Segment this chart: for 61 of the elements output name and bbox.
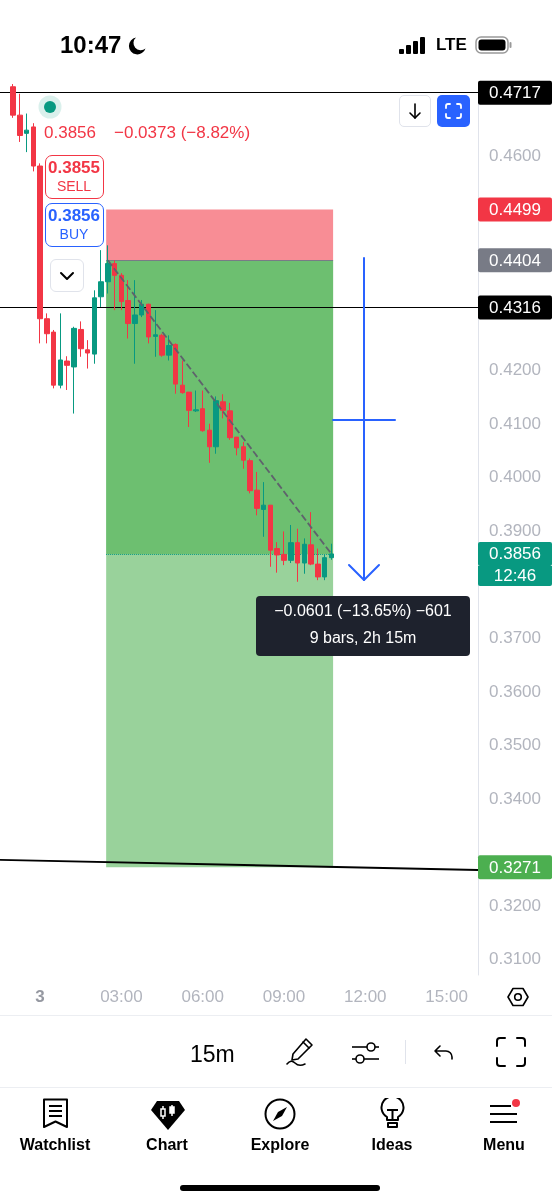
annotation: 0.3855 xyxy=(48,158,100,178)
tooltip-box: −0.0601 (−13.65%) −601 9 bars, 2h 15m xyxy=(256,596,470,656)
candlestick xyxy=(295,528,300,583)
y-tick-label: 0.4404 xyxy=(489,250,541,270)
annotation: BUY xyxy=(59,225,89,244)
candlestick xyxy=(64,355,70,391)
candlestick xyxy=(166,334,172,362)
candlestick xyxy=(200,390,205,433)
y-tick-label: 0.3700 xyxy=(489,627,541,647)
candlestick xyxy=(78,320,84,358)
y-tick-label: 0.4600 xyxy=(489,145,541,165)
y-tick-label: 0.3200 xyxy=(489,895,541,915)
text: Menu xyxy=(483,1135,525,1155)
annotation: SELL xyxy=(56,177,92,196)
text: 15m xyxy=(190,1041,235,1067)
text: Watchlist xyxy=(19,1135,91,1155)
y-tick-label: 0.3400 xyxy=(489,788,541,808)
candlestick xyxy=(71,326,77,415)
candlestick xyxy=(261,481,266,538)
y-tick-label: 0.3600 xyxy=(489,681,541,701)
y-tick-label: 0.4316 xyxy=(489,297,541,317)
y-tick-label: 0.4499 xyxy=(489,199,541,219)
y-tick-label: 0.4100 xyxy=(489,413,541,433)
candlestick xyxy=(92,289,97,365)
annotation: 9 bars, 2h 15m xyxy=(309,628,417,648)
candlestick xyxy=(193,390,199,413)
candlestick xyxy=(207,423,212,464)
sell-button: 0.3855 SELL xyxy=(45,155,104,199)
text: Explore xyxy=(250,1135,310,1155)
y-tick-label: 0.3856 xyxy=(489,544,541,564)
candlestick xyxy=(85,339,90,370)
text: Ideas xyxy=(371,1135,413,1155)
annotation: 0.3856 xyxy=(44,123,96,143)
annotation: −0.0601 (−13.65%) −601 xyxy=(274,601,452,621)
annotation: 0.3856 xyxy=(48,206,100,226)
annotation: −0.0373 (−8.82%) xyxy=(114,123,251,143)
buy-button: 0.3856 BUY xyxy=(45,203,104,247)
y-tick-label: 0.3900 xyxy=(489,520,541,540)
text: 3 xyxy=(35,987,45,1007)
y-tick-label: 0.3100 xyxy=(489,949,541,969)
candlestick xyxy=(159,333,165,358)
x-tick-label: 15:00 xyxy=(425,987,468,1006)
candlestick xyxy=(173,342,178,395)
text: 12:46 xyxy=(478,566,552,586)
y-tick-label: 0.3271 xyxy=(489,857,541,877)
y-tick-label: 0.4717 xyxy=(489,83,541,103)
candlestick xyxy=(24,113,29,153)
text: Chart xyxy=(146,1135,188,1155)
candlestick xyxy=(153,309,158,358)
y-tick-label: 0.3500 xyxy=(489,735,541,755)
y-tick-label: 0.4000 xyxy=(489,467,541,487)
text: 10:47 xyxy=(60,31,122,59)
text: LTE xyxy=(436,35,467,55)
candlestick xyxy=(146,303,151,344)
x-tick-label: 12:00 xyxy=(344,987,387,1006)
candlestick xyxy=(58,312,63,389)
x-tick-label: 09:00 xyxy=(262,987,306,1006)
x-tick-label: 06:00 xyxy=(181,987,224,1006)
y-tick-label: 0.4200 xyxy=(489,360,541,380)
candlestick xyxy=(213,395,219,455)
x-tick-label: 03:00 xyxy=(100,987,143,1006)
